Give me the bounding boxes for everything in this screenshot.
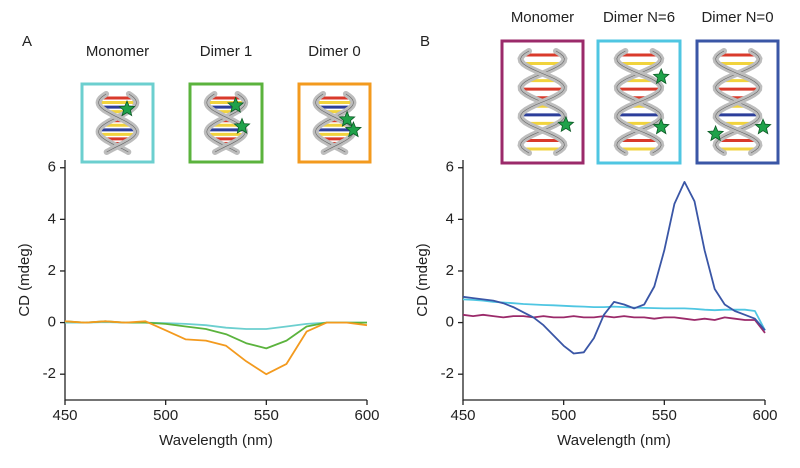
- backbone-edge: [98, 93, 137, 153]
- star-icon: [344, 120, 362, 138]
- x-tick-label: 450: [52, 407, 77, 424]
- y-tick-label: 2: [446, 262, 454, 279]
- legend-label: Dimer 1: [200, 43, 253, 60]
- x-tick-label: 550: [254, 407, 279, 424]
- star-icon: [233, 117, 251, 134]
- x-tick-label: 500: [153, 407, 178, 424]
- y-tick-label: 0: [48, 314, 56, 331]
- star-icon: [557, 115, 575, 133]
- series-line: [462, 298, 766, 331]
- axis-line: [462, 160, 765, 401]
- backbone-edge: [206, 93, 246, 153]
- star-icon: [118, 99, 136, 117]
- series-line: [64, 320, 368, 376]
- backbone-edge: [715, 50, 760, 154]
- legend-frame: [695, 39, 780, 165]
- backbone-edge: [520, 50, 565, 154]
- y-tick-label: 6: [48, 159, 56, 176]
- y-tick-label: 6: [446, 159, 454, 176]
- x-tick-label: 550: [652, 407, 677, 424]
- star-icon: [754, 118, 772, 135]
- axis-line: [64, 160, 367, 401]
- legend-frame: [596, 39, 682, 165]
- series-line: [462, 181, 766, 355]
- y-tick-label: 4: [48, 210, 56, 227]
- backbone-edge: [616, 50, 662, 154]
- star-icon: [338, 110, 356, 127]
- legend-label: Monomer: [511, 9, 574, 26]
- x-tick-label: 500: [551, 407, 576, 424]
- legend-label: Monomer: [86, 43, 149, 60]
- legend-label: Dimer N=0: [701, 9, 773, 26]
- y-tick-label: -2: [441, 365, 454, 382]
- x-tick-label: 450: [450, 407, 475, 424]
- legend-frame: [80, 82, 155, 164]
- series-line: [462, 313, 766, 334]
- star-icon: [652, 118, 670, 135]
- x-axis-label: Wavelength (nm): [557, 432, 671, 449]
- legend-label: Dimer 0: [308, 43, 361, 60]
- x-axis-label: Wavelength (nm): [159, 432, 273, 449]
- y-axis-label: CD (mdeg): [414, 243, 431, 316]
- y-tick-label: 0: [446, 314, 454, 331]
- star-icon: [652, 67, 670, 85]
- y-axis-label: CD (mdeg): [16, 243, 33, 316]
- y-tick-label: -2: [43, 365, 56, 382]
- backbone-edge: [315, 93, 354, 153]
- panel-label: B: [420, 33, 430, 50]
- y-tick-label: 2: [48, 262, 56, 279]
- backbone-edge: [98, 93, 137, 153]
- backbone-edge: [206, 93, 246, 153]
- y-tick-label: 4: [446, 210, 454, 227]
- legend-frame: [297, 82, 372, 164]
- x-tick-label: 600: [752, 407, 777, 424]
- panel-label: A: [22, 33, 32, 50]
- x-tick-label: 600: [354, 407, 379, 424]
- legend-label: Dimer N=6: [603, 9, 675, 26]
- legend-frame: [188, 82, 264, 164]
- legend-frame: [500, 39, 585, 165]
- star-icon: [227, 96, 245, 113]
- star-icon: [707, 124, 725, 142]
